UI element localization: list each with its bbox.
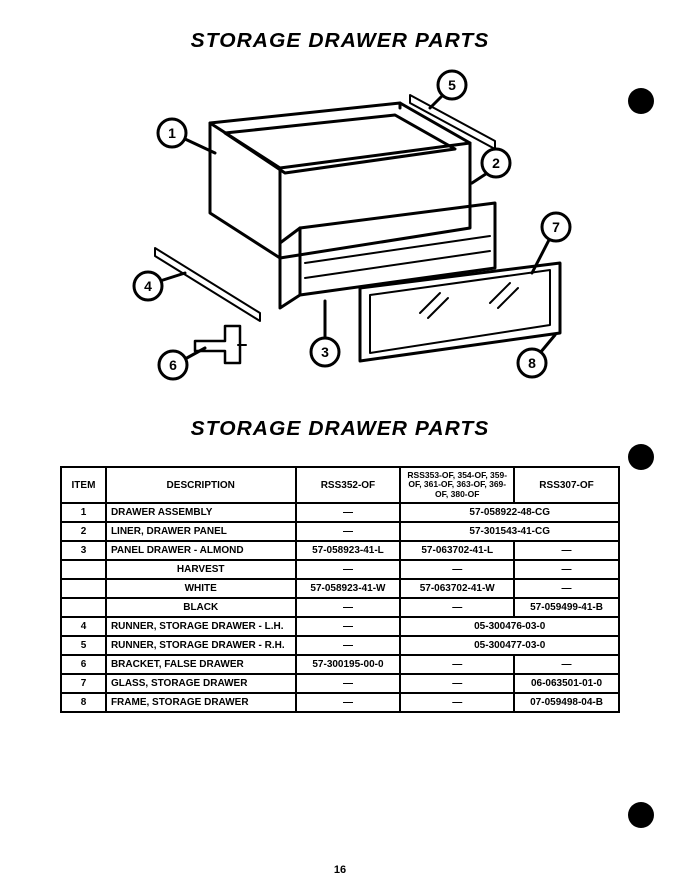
table-row: 3PANEL DRAWER - ALMOND57-058923-41-L57-0… xyxy=(61,541,619,560)
cell-col-c: 06-063501-01-0 xyxy=(514,674,619,693)
cell-item: 5 xyxy=(61,636,106,655)
table-row: BLACK——57-059499-41-B xyxy=(61,598,619,617)
table-row: HARVEST——— xyxy=(61,560,619,579)
table-row: 1DRAWER ASSEMBLY—57-058922-48-CG xyxy=(61,503,619,522)
callout-2: 2 xyxy=(492,155,500,171)
callout-6: 6 xyxy=(169,357,177,373)
hole-punch xyxy=(628,444,654,470)
cell-col-c: 57-059499-41-B xyxy=(514,598,619,617)
cell-item: 2 xyxy=(61,522,106,541)
table-row: 7GLASS, STORAGE DRAWER——06-063501-01-0 xyxy=(61,674,619,693)
cell-description: FRAME, STORAGE DRAWER xyxy=(106,693,296,712)
cell-col-a: — xyxy=(296,636,401,655)
cell-item xyxy=(61,598,106,617)
hole-punch xyxy=(628,802,654,828)
col-c: RSS307-OF xyxy=(514,467,619,503)
page-title: STORAGE DRAWER PARTS xyxy=(36,30,645,53)
callout-5: 5 xyxy=(448,77,456,93)
cell-col-a: 57-058923-41-L xyxy=(296,541,401,560)
cell-description: WHITE xyxy=(106,579,296,598)
cell-col-c: — xyxy=(514,541,619,560)
cell-col-c: — xyxy=(514,560,619,579)
cell-col-b: 57-063702-41-W xyxy=(400,579,514,598)
cell-item xyxy=(61,560,106,579)
parts-table: ITEM DESCRIPTION RSS352-OF RSS353-OF, 35… xyxy=(60,466,620,713)
col-b: RSS353-OF, 354-OF, 359-OF, 361-OF, 363-O… xyxy=(400,467,514,503)
cell-col-bc: 05-300476-03-0 xyxy=(400,617,619,636)
cell-col-a: — xyxy=(296,560,401,579)
col-description: DESCRIPTION xyxy=(106,467,296,503)
cell-col-b: — xyxy=(400,655,514,674)
callout-4: 4 xyxy=(144,278,152,294)
col-item: ITEM xyxy=(61,467,106,503)
cell-col-a: — xyxy=(296,503,401,522)
cell-col-a: — xyxy=(296,617,401,636)
table-row: 2LINER, DRAWER PANEL—57-301543-41-CG xyxy=(61,522,619,541)
table-row: WHITE57-058923-41-W57-063702-41-W— xyxy=(61,579,619,598)
cell-col-a: — xyxy=(296,693,401,712)
cell-item: 3 xyxy=(61,541,106,560)
cell-description: LINER, DRAWER PANEL xyxy=(106,522,296,541)
cell-item: 1 xyxy=(61,503,106,522)
callout-3: 3 xyxy=(321,344,329,360)
cell-col-b: — xyxy=(400,598,514,617)
table-row: 5RUNNER, STORAGE DRAWER - R.H.—05-300477… xyxy=(61,636,619,655)
cell-item xyxy=(61,579,106,598)
cell-col-c: — xyxy=(514,579,619,598)
cell-item: 4 xyxy=(61,617,106,636)
cell-description: BLACK xyxy=(106,598,296,617)
cell-item: 7 xyxy=(61,674,106,693)
exploded-diagram: 1 2 3 4 5 6 7 8 xyxy=(50,63,630,403)
cell-col-b: — xyxy=(400,674,514,693)
cell-col-b: — xyxy=(400,560,514,579)
page: STORAGE DRAWER PARTS xyxy=(0,0,680,890)
cell-col-bc: 57-301543-41-CG xyxy=(400,522,619,541)
callout-7: 7 xyxy=(552,219,560,235)
hole-punch xyxy=(628,88,654,114)
cell-description: DRAWER ASSEMBLY xyxy=(106,503,296,522)
cell-col-bc: 57-058922-48-CG xyxy=(400,503,619,522)
cell-col-c: — xyxy=(514,655,619,674)
cell-description: GLASS, STORAGE DRAWER xyxy=(106,674,296,693)
cell-col-b: — xyxy=(400,693,514,712)
cell-col-bc: 05-300477-03-0 xyxy=(400,636,619,655)
cell-description: PANEL DRAWER - ALMOND xyxy=(106,541,296,560)
cell-col-a: — xyxy=(296,674,401,693)
col-a: RSS352-OF xyxy=(296,467,401,503)
cell-col-c: 07-059498-04-B xyxy=(514,693,619,712)
cell-col-a: 57-058923-41-W xyxy=(296,579,401,598)
cell-item: 8 xyxy=(61,693,106,712)
cell-col-a: — xyxy=(296,598,401,617)
callout-8: 8 xyxy=(528,355,536,371)
table-header-row: ITEM DESCRIPTION RSS352-OF RSS353-OF, 35… xyxy=(61,467,619,503)
cell-description: BRACKET, FALSE DRAWER xyxy=(106,655,296,674)
table-row: 6BRACKET, FALSE DRAWER57-300195-00-0—— xyxy=(61,655,619,674)
table-title: STORAGE DRAWER PARTS xyxy=(36,418,645,441)
cell-col-a: 57-300195-00-0 xyxy=(296,655,401,674)
drawer-diagram-svg: 1 2 3 4 5 6 7 8 xyxy=(100,63,580,403)
cell-col-a: — xyxy=(296,522,401,541)
page-number: 16 xyxy=(0,864,680,876)
table-row: 4RUNNER, STORAGE DRAWER - L.H.—05-300476… xyxy=(61,617,619,636)
table-row: 8FRAME, STORAGE DRAWER——07-059498-04-B xyxy=(61,693,619,712)
callout-1: 1 xyxy=(168,125,176,141)
cell-description: RUNNER, STORAGE DRAWER - R.H. xyxy=(106,636,296,655)
cell-description: RUNNER, STORAGE DRAWER - L.H. xyxy=(106,617,296,636)
cell-description: HARVEST xyxy=(106,560,296,579)
cell-item: 6 xyxy=(61,655,106,674)
cell-col-b: 57-063702-41-L xyxy=(400,541,514,560)
